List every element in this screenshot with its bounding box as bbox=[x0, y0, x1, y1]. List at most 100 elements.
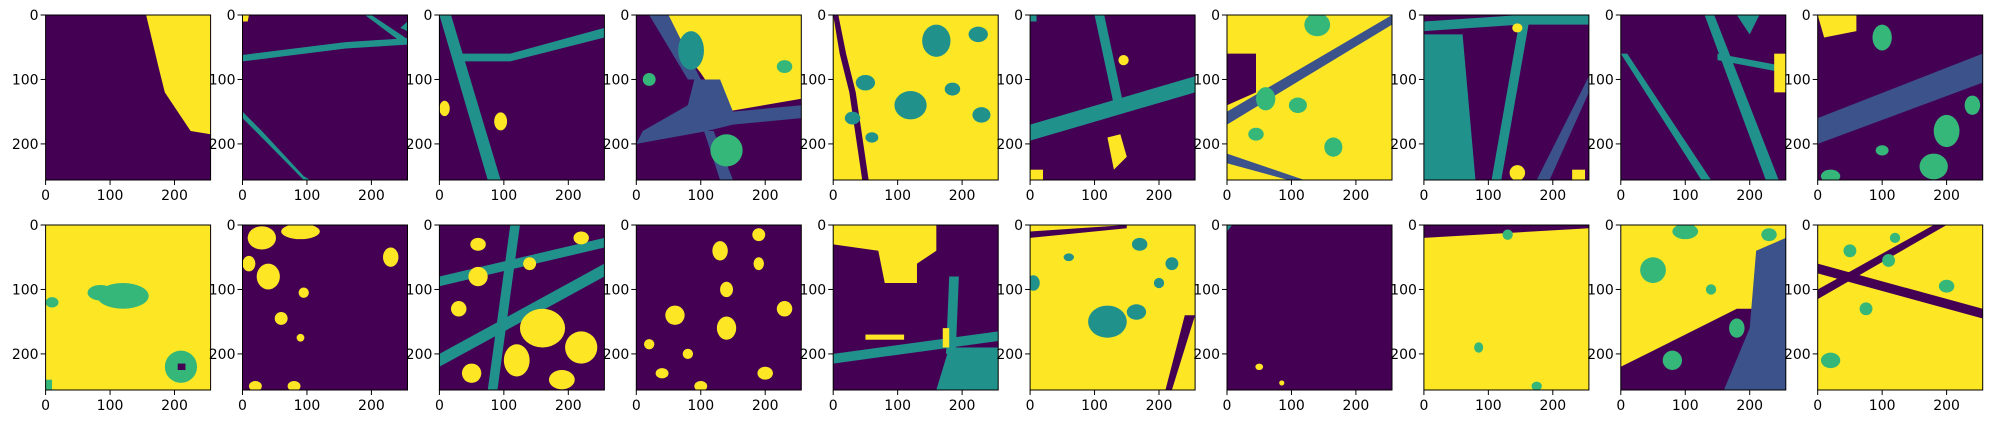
y-tick-label: 100 bbox=[1784, 72, 1811, 88]
y-tick-label: 0 bbox=[1802, 8, 1811, 24]
axes-frame bbox=[45, 224, 212, 391]
x-tick-label: 0 bbox=[1616, 188, 1625, 204]
panel-r0-c3 bbox=[636, 15, 802, 180]
y-tick-label: 100 bbox=[406, 72, 433, 88]
y-tick-label: 200 bbox=[603, 137, 630, 153]
axes-frame bbox=[45, 14, 212, 181]
x-tick-label: 100 bbox=[1869, 188, 1896, 204]
axes-frame bbox=[242, 224, 408, 391]
y-tick-label: 100 bbox=[603, 282, 630, 298]
y-tick-label: 100 bbox=[1587, 282, 1614, 298]
y-tick-label: 200 bbox=[1784, 347, 1811, 363]
x-tick-label: 200 bbox=[161, 188, 188, 204]
y-tick-label: 100 bbox=[996, 282, 1023, 298]
x-tick-label: 200 bbox=[1933, 188, 1960, 204]
x-tick-label: 200 bbox=[1736, 188, 1763, 204]
x-tick-label: 0 bbox=[1616, 398, 1625, 414]
x-tick-label: 0 bbox=[829, 398, 838, 414]
x-tick-label: 0 bbox=[632, 188, 641, 204]
y-tick-label: 100 bbox=[603, 72, 630, 88]
x-tick-label: 200 bbox=[358, 188, 385, 204]
x-tick-label: 200 bbox=[949, 188, 976, 204]
panel-r1-c2 bbox=[439, 225, 605, 390]
y-tick-label: 100 bbox=[209, 282, 236, 298]
x-tick-label: 100 bbox=[97, 188, 124, 204]
x-tick-label: 200 bbox=[949, 398, 976, 414]
x-tick-label: 100 bbox=[294, 188, 321, 204]
panel-axes-r0-c0: 0 100 200 0 100 200 bbox=[12, 8, 212, 204]
y-tick-label: 0 bbox=[1605, 218, 1614, 234]
x-tick-label: 100 bbox=[1278, 188, 1305, 204]
y-tick-label: 100 bbox=[1193, 282, 1220, 298]
x-tick-label: 100 bbox=[1081, 188, 1108, 204]
axes-layer: 0 100 200 0 100 200 0 100 200 0 100 200 0 100 200 0 100 2… bbox=[12, 8, 1984, 414]
y-tick-label: 100 bbox=[1784, 282, 1811, 298]
y-tick-label: 200 bbox=[12, 347, 39, 363]
y-tick-label: 100 bbox=[1193, 72, 1220, 88]
y-tick-label: 0 bbox=[227, 218, 236, 234]
axes-frame bbox=[1423, 14, 1590, 181]
y-tick-label: 200 bbox=[1587, 347, 1614, 363]
panel-r0-c1 bbox=[242, 15, 408, 180]
panel-r1-c0 bbox=[45, 225, 211, 390]
x-tick-label: 100 bbox=[1475, 398, 1502, 414]
x-tick-label: 0 bbox=[41, 188, 50, 204]
y-tick-label: 0 bbox=[1211, 218, 1220, 234]
x-tick-label: 200 bbox=[752, 188, 779, 204]
y-tick-label: 200 bbox=[1587, 137, 1614, 153]
x-tick-label: 200 bbox=[1343, 188, 1370, 204]
panel-r0-c8 bbox=[1620, 15, 1786, 180]
y-tick-label: 100 bbox=[1390, 282, 1417, 298]
panel-axes-r0-c7: 0 100 200 0 100 200 bbox=[1390, 8, 1590, 204]
x-tick-label: 0 bbox=[1223, 188, 1232, 204]
axes-frame bbox=[635, 14, 802, 181]
y-tick-label: 0 bbox=[227, 8, 236, 24]
x-tick-label: 200 bbox=[1933, 398, 1960, 414]
x-tick-label: 0 bbox=[1026, 398, 1035, 414]
panel-axes-r1-c0: 0 100 200 0 100 200 bbox=[12, 218, 212, 414]
axes-frame bbox=[242, 14, 408, 181]
y-tick-label: 200 bbox=[209, 347, 236, 363]
y-tick-label: 0 bbox=[30, 8, 39, 24]
x-tick-label: 100 bbox=[1475, 188, 1502, 204]
x-tick-label: 0 bbox=[41, 398, 50, 414]
y-tick-label: 200 bbox=[209, 137, 236, 153]
x-tick-label: 0 bbox=[1419, 188, 1428, 204]
x-tick-label: 200 bbox=[1736, 398, 1763, 414]
panel-r1-c8 bbox=[1620, 225, 1786, 390]
x-tick-label: 200 bbox=[555, 188, 582, 204]
panel-r1-c4 bbox=[833, 225, 999, 390]
y-tick-label: 200 bbox=[799, 137, 826, 153]
panel-axes-r1-c2: 0 100 200 0 100 200 bbox=[406, 218, 605, 414]
y-tick-label: 100 bbox=[209, 72, 236, 88]
y-tick-label: 200 bbox=[1390, 137, 1417, 153]
x-tick-label: 100 bbox=[884, 398, 911, 414]
panel-r0-c4 bbox=[833, 15, 999, 180]
x-tick-label: 200 bbox=[1539, 188, 1566, 204]
panel-r0-c0 bbox=[45, 15, 211, 180]
panel-axes-r1-c3: 0 100 200 0 100 200 bbox=[603, 218, 802, 414]
y-tick-label: 0 bbox=[817, 218, 826, 234]
panel-r1-c3 bbox=[636, 225, 802, 390]
axes-frame bbox=[1817, 14, 1984, 181]
panel-r1-c5 bbox=[1030, 225, 1196, 390]
y-tick-label: 100 bbox=[799, 282, 826, 298]
panel-r0-c5 bbox=[1030, 15, 1196, 180]
y-tick-label: 0 bbox=[620, 8, 629, 24]
x-tick-label: 0 bbox=[1813, 188, 1822, 204]
axes-frame bbox=[1029, 224, 1196, 391]
panel-r0-c6 bbox=[1227, 15, 1392, 180]
y-tick-label: 0 bbox=[1014, 8, 1023, 24]
axes-frame bbox=[438, 14, 605, 181]
x-tick-label: 0 bbox=[1026, 188, 1035, 204]
panel-r0-c7 bbox=[1423, 15, 1589, 180]
y-tick-label: 100 bbox=[12, 72, 39, 88]
panel-axes-r0-c4: 0 100 200 0 100 200 bbox=[799, 8, 999, 204]
x-tick-label: 100 bbox=[490, 398, 517, 414]
x-tick-label: 100 bbox=[490, 188, 517, 204]
y-tick-label: 200 bbox=[996, 137, 1023, 153]
y-tick-label: 100 bbox=[996, 72, 1023, 88]
x-tick-label: 100 bbox=[687, 398, 714, 414]
y-tick-label: 0 bbox=[1014, 218, 1023, 234]
